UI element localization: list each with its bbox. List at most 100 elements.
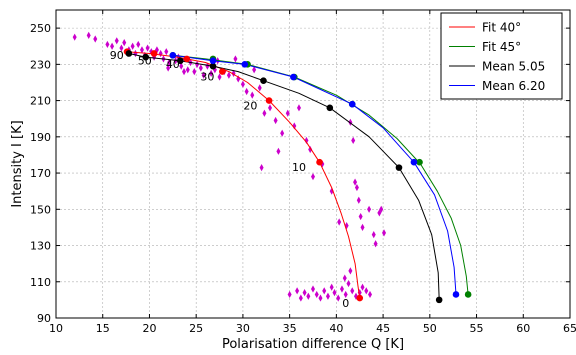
scatter-point xyxy=(298,294,303,302)
point-annotation: 50 xyxy=(138,54,152,67)
series-marker xyxy=(395,164,403,171)
scatter-point xyxy=(122,39,127,47)
y-tick-label: 110 xyxy=(30,276,51,289)
scatter-point xyxy=(182,68,187,76)
legend-label: Fit 45° xyxy=(482,40,521,54)
scatter-point xyxy=(276,147,281,155)
series-line xyxy=(126,51,361,299)
scatter-point xyxy=(306,292,311,300)
scatter-point xyxy=(354,183,359,192)
scatter-point xyxy=(93,35,98,43)
scatter-point xyxy=(336,294,341,302)
scatter-point xyxy=(257,84,262,92)
x-tick-label: 40 xyxy=(329,322,343,335)
scatter-point xyxy=(268,104,273,112)
scatter-point xyxy=(226,71,231,79)
scatter-point xyxy=(325,292,330,300)
series-marker xyxy=(410,158,418,166)
scatter-point xyxy=(348,267,353,275)
legend: Fit 40° Fit 45° Mean 5.05 Mean 6.20 xyxy=(440,12,563,100)
x-tick-label: 55 xyxy=(470,322,484,335)
scatter-point xyxy=(119,44,124,52)
scatter-point xyxy=(318,294,323,302)
y-tick-label: 130 xyxy=(30,240,51,253)
series-line xyxy=(172,54,469,295)
scatter-point xyxy=(195,60,200,68)
series-marker xyxy=(356,294,364,302)
scatter-point xyxy=(332,289,337,297)
scatter-point xyxy=(259,164,264,172)
scatter-point xyxy=(302,289,307,297)
scatter-point xyxy=(105,40,110,49)
scatter-point xyxy=(72,33,77,41)
scatter-point xyxy=(368,290,373,299)
scatter-point xyxy=(337,218,342,226)
series-marker xyxy=(209,57,217,65)
scatter-point xyxy=(308,145,313,154)
scatter-point xyxy=(240,80,245,88)
y-tick-label: 150 xyxy=(30,203,51,216)
scatter-point xyxy=(130,42,135,50)
scatter-point xyxy=(280,129,285,137)
scatter-point xyxy=(250,91,255,99)
series-marker xyxy=(142,53,150,61)
scatter-point xyxy=(167,58,172,67)
scatter-point xyxy=(364,287,369,295)
scatter-point xyxy=(86,31,91,39)
point-annotation: 30 xyxy=(200,71,214,84)
scatter-point xyxy=(205,62,210,70)
series-marker xyxy=(209,62,217,70)
scatter-point xyxy=(179,62,184,70)
scatter-point xyxy=(285,109,290,117)
scatter-point xyxy=(139,46,144,54)
scatter-point xyxy=(342,274,347,282)
legend-label: Mean 6.20 xyxy=(482,79,545,93)
y-tick-label: 170 xyxy=(30,167,51,180)
scatter-point xyxy=(353,178,358,186)
scatter-point xyxy=(209,69,214,78)
scatter-point xyxy=(311,173,315,181)
point-annotation: 90 xyxy=(110,49,124,62)
series-marker xyxy=(260,77,267,84)
legend-label: Mean 5.05 xyxy=(482,60,545,74)
scatter-point xyxy=(166,64,171,72)
scatter-point xyxy=(367,205,372,213)
scatter-point xyxy=(360,283,365,291)
series-marker xyxy=(150,50,158,57)
x-tick-label: 20 xyxy=(142,322,156,335)
point-annotations: 90 50 40 30 20 10 0 xyxy=(110,49,349,310)
scatter-point xyxy=(217,73,222,81)
scatter-point xyxy=(173,57,178,65)
scatter-point xyxy=(356,196,361,204)
scatter-point xyxy=(198,64,203,72)
point-annotation: 40 xyxy=(166,58,180,71)
axis-ticks: 10 15 20 25 30 35 40 45 50 55 60 65 90 110 130 150 170 19… xyxy=(30,10,576,335)
grid xyxy=(55,10,571,319)
scatter-point xyxy=(273,116,278,125)
series-marker xyxy=(316,158,323,166)
scatter-point xyxy=(311,285,315,293)
x-tick-label: 15 xyxy=(96,322,110,335)
y-tick-label: 250 xyxy=(30,22,51,35)
x-tick-label: 35 xyxy=(283,322,297,335)
x-tick-label: 50 xyxy=(423,322,437,335)
point-annotation: 0 xyxy=(342,297,349,310)
y-tick-label: 230 xyxy=(30,58,51,71)
series-marker xyxy=(416,158,423,166)
scatter-point xyxy=(295,287,300,295)
scatter-point xyxy=(185,66,190,74)
y-tick-label: 90 xyxy=(37,312,51,325)
scatter-point xyxy=(339,285,344,293)
series-marker xyxy=(452,291,460,298)
series-marker xyxy=(176,57,184,65)
scatter-point xyxy=(145,44,150,52)
scatter-point xyxy=(201,71,206,79)
series-line xyxy=(172,54,457,295)
scatter-point xyxy=(136,40,141,49)
scatter-point xyxy=(244,87,249,96)
scatter-point xyxy=(262,109,267,117)
point-annotation: 10 xyxy=(292,161,306,174)
scatter-point xyxy=(382,229,387,237)
scatter-point xyxy=(329,283,334,291)
